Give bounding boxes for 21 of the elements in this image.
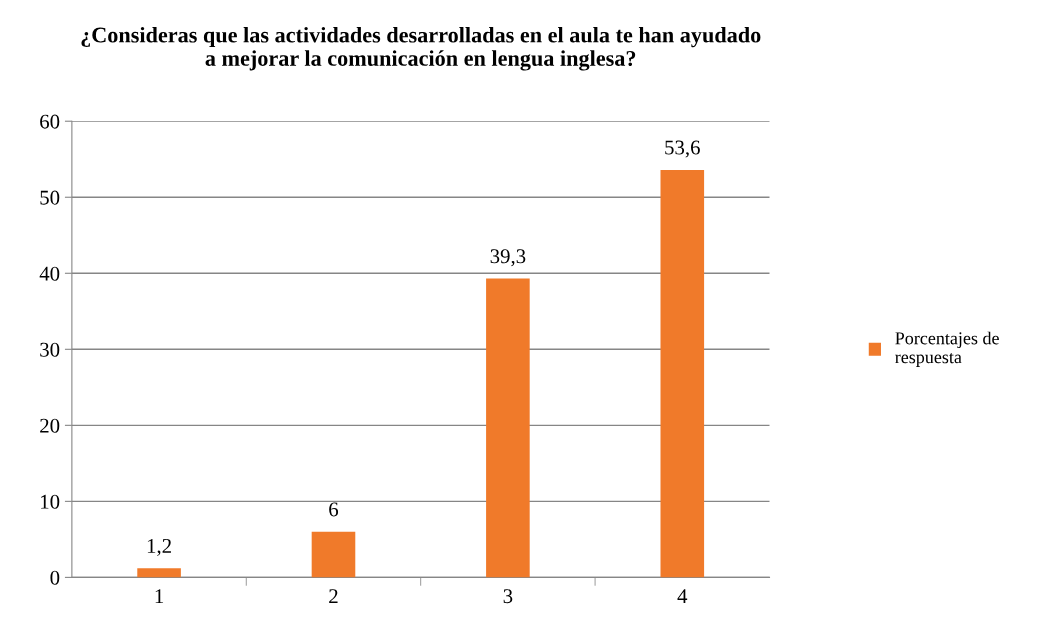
data-label: 39,3	[490, 249, 526, 267]
x-tick-label: 3	[503, 589, 513, 604]
x-tick-label: 2	[329, 589, 338, 603]
bar	[137, 568, 181, 578]
y-tick-label: 0	[50, 570, 60, 585]
bar	[311, 531, 356, 578]
y-tick-label: 30	[40, 342, 60, 357]
legend-label: Porcentajes de respuesta	[895, 331, 999, 367]
data-label: 53,6	[665, 140, 700, 158]
y-tick-label: 60	[40, 114, 60, 129]
y-tick-label: 20	[40, 418, 60, 433]
data-label: 6	[329, 502, 339, 517]
y-tick-label: 10	[41, 494, 60, 509]
bar	[660, 169, 705, 578]
y-tick-label: 40	[39, 266, 60, 281]
x-tick-label: 4	[677, 589, 688, 603]
data-label: 1,2	[147, 538, 171, 556]
y-tick-label: 50	[40, 190, 60, 205]
chart-title: ¿Consideras que las actividades desarrolladas en el aula te han ayudado a mejorar la comunicación en lengua inglesa?	[81, 26, 761, 71]
bar	[486, 278, 530, 578]
x-tick-label: 1	[155, 589, 164, 603]
